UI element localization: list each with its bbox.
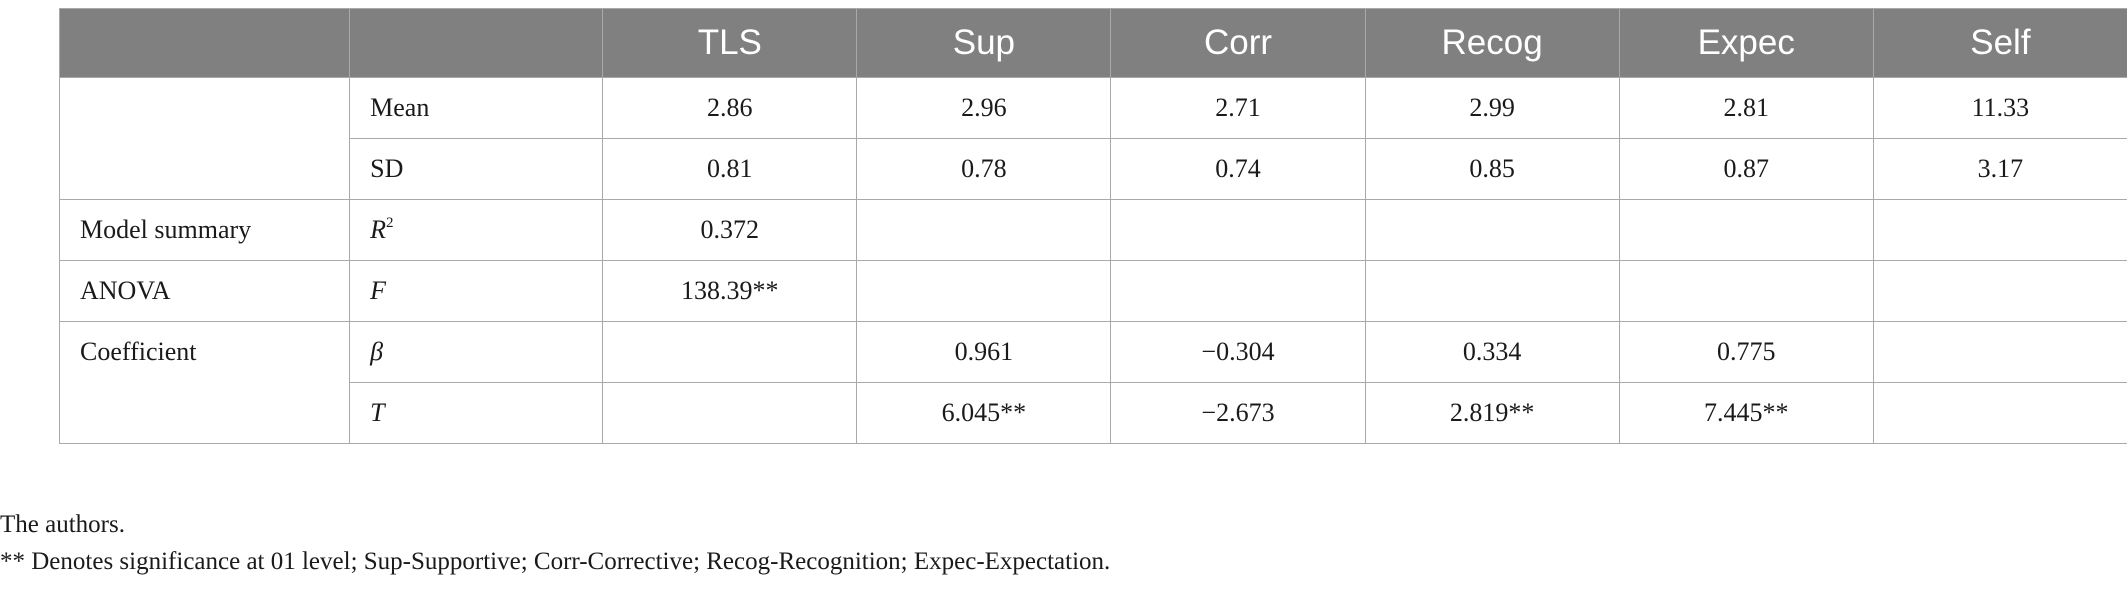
table-cell (856, 260, 1112, 322)
table-cell: 2.86 (602, 77, 858, 139)
header-cell-recog: Recog (1364, 8, 1620, 78)
stat-superscript: 2 (386, 215, 394, 231)
table-cell (1872, 199, 2127, 261)
table-row: ANOVA F 138.39** (58, 260, 2127, 322)
table-row: T 6.045** −2.673 2.819** 7.445** (60, 382, 2127, 444)
row-group-cell: Coefficient (58, 321, 351, 444)
table-cell: 0.961 (856, 321, 1112, 383)
table-cell: 2.71 (1110, 77, 1366, 139)
table-cell: 11.33 (1872, 77, 2127, 139)
table-cell: 2.81 (1618, 77, 1874, 139)
table-cell: 2.99 (1364, 77, 1620, 139)
table-row: SD 0.81 0.78 0.74 0.85 0.87 3.17 (60, 138, 2127, 200)
table-cell (602, 382, 858, 444)
row-group-cell: ANOVA (58, 260, 351, 322)
table-cell (1872, 321, 2127, 383)
table-cell (1872, 382, 2127, 444)
table-cell (1364, 260, 1620, 322)
table-cell: 3.17 (1872, 138, 2127, 200)
table-cell: 0.78 (856, 138, 1112, 200)
row-group-cell: Model summary (58, 199, 351, 261)
table-cell: 6.045** (856, 382, 1112, 444)
table-cell (1110, 260, 1366, 322)
table-cell: 0.372 (602, 199, 858, 261)
table-row: Model summary R2 0.372 (58, 199, 2127, 261)
header-cell-corr: Corr (1110, 8, 1366, 78)
table-cell: 0.85 (1364, 138, 1620, 200)
header-cell-stat (349, 8, 604, 78)
table-cell: −0.304 (1110, 321, 1366, 383)
table-cell: 7.445** (1618, 382, 1874, 444)
table-cell: −2.673 (1110, 382, 1366, 444)
table-cell: 2.96 (856, 77, 1112, 139)
header-cell-tls: TLS (602, 8, 858, 78)
row-stat-cell: Mean (349, 77, 604, 139)
stat-symbol: R (370, 215, 387, 244)
table-cell (1110, 199, 1366, 261)
table-cell (1364, 199, 1620, 261)
row-stat-cell: F (349, 260, 604, 322)
row-stat-cell: SD (349, 138, 604, 200)
table-cell (856, 199, 1112, 261)
header-cell-self: Self (1872, 8, 2127, 78)
table-cell: 0.87 (1618, 138, 1874, 200)
table-cell (1872, 260, 2127, 322)
header-row: TLS Sup Corr Recog Expec Self (58, 8, 2127, 78)
header-cell-sup: Sup (856, 8, 1112, 78)
table-cell (1618, 260, 1874, 322)
table-cell (602, 321, 858, 383)
source-note: The authors. (0, 511, 125, 538)
table-row: Coefficient β 0.961 −0.304 0.334 0.775 (58, 321, 2127, 444)
table-cell: 2.819** (1364, 382, 1620, 444)
significance-note: ** Denotes significance at 01 level; Sup… (0, 548, 1111, 575)
row-stat-cell: T (349, 382, 604, 444)
table-cell: 138.39** (602, 260, 858, 322)
statistics-table: TLS Sup Corr Recog Expec Self Mean 2.86 … (58, 8, 2127, 444)
row-group-cell (58, 77, 351, 200)
table-cell: 0.74 (1110, 138, 1366, 200)
header-cell-expec: Expec (1618, 8, 1874, 78)
table-cell (1618, 199, 1874, 261)
table-cell: 0.81 (602, 138, 858, 200)
table-cell: 0.334 (1364, 321, 1620, 383)
header-cell-group (58, 8, 351, 78)
table-cell: 0.775 (1618, 321, 1874, 383)
row-stat-cell: R2 (349, 199, 604, 261)
table-row: Mean 2.86 2.96 2.71 2.99 2.81 11.33 (58, 77, 2127, 200)
row-stat-cell: β (349, 321, 604, 383)
